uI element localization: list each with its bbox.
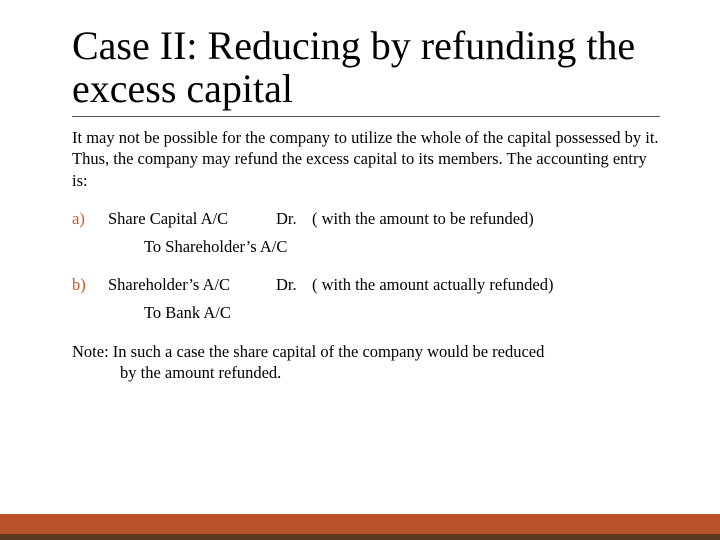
footer-bar xyxy=(0,514,720,540)
footer-bar-top xyxy=(0,514,720,534)
journal-entries: a) Share Capital A/C Dr. ( with the amou… xyxy=(72,209,660,323)
slide: Case II: Reducing by refunding the exces… xyxy=(0,0,720,540)
note-line1: In such a case the share capital of the … xyxy=(109,342,545,361)
entry-account: Share Capital A/C xyxy=(108,209,276,229)
entry-desc: ( with the amount to be refunded) xyxy=(312,209,660,229)
entry-drcr: Dr. xyxy=(276,209,312,229)
entry-drcr: Dr. xyxy=(276,275,312,295)
entry-to-line: To Shareholder’s A/C xyxy=(72,237,660,257)
entry-desc: ( with the amount actually refunded) xyxy=(312,275,660,295)
entry-b: b) Shareholder’s A/C Dr. ( with the amou… xyxy=(72,275,660,323)
note-label: Note: xyxy=(72,342,109,361)
entry-marker: a) xyxy=(72,209,108,229)
note: Note: In such a case the share capital o… xyxy=(72,341,660,385)
footer-bar-bottom xyxy=(0,534,720,540)
entry-to-line: To Bank A/C xyxy=(72,303,660,323)
entry-row: a) Share Capital A/C Dr. ( with the amou… xyxy=(72,209,660,229)
intro-text: It may not be possible for the company t… xyxy=(72,127,660,190)
entry-marker: b) xyxy=(72,275,108,295)
entry-row: b) Shareholder’s A/C Dr. ( with the amou… xyxy=(72,275,660,295)
entry-account: Shareholder’s A/C xyxy=(108,275,276,295)
slide-title: Case II: Reducing by refunding the exces… xyxy=(72,24,660,117)
note-line2: by the amount refunded. xyxy=(72,362,660,384)
entry-a: a) Share Capital A/C Dr. ( with the amou… xyxy=(72,209,660,257)
